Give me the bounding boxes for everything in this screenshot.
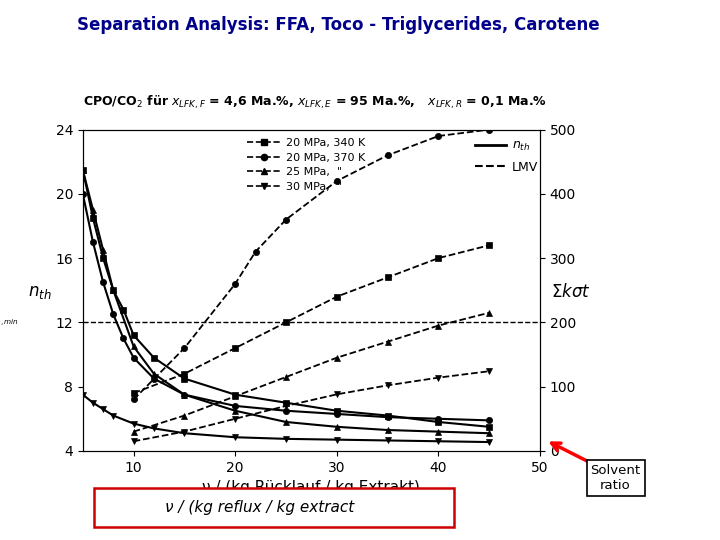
Text: CPO/CO$_2$ für $x_{LFK,F}$ = 4,6 Ma.%, $x_{LFK,E}$ = 95 Ma.%,   $x_{LFK,R}$ = 0,: CPO/CO$_2$ für $x_{LFK,F}$ = 4,6 Ma.%, $… [83, 93, 547, 111]
Legend: $n_{th}$, LMV: $n_{th}$, LMV [474, 139, 539, 174]
Text: Separation Analysis: FFA, Toco - Triglycerides, Carotene: Separation Analysis: FFA, Toco - Triglyc… [77, 16, 600, 34]
Text: $n_{th,min}$: $n_{th,min}$ [0, 316, 19, 329]
Text: $n_{th}$: $n_{th}$ [28, 282, 51, 301]
X-axis label: ν / (kg Rücklauf / kg Extrakt): ν / (kg Rücklauf / kg Extrakt) [202, 480, 420, 495]
Text: ν / (kg reflux / kg extract: ν / (kg reflux / kg extract [165, 500, 354, 515]
Text: $\Sigma k\sigma t$: $\Sigma k\sigma t$ [551, 282, 591, 301]
Text: Solvent
ratio: Solvent ratio [590, 464, 641, 492]
